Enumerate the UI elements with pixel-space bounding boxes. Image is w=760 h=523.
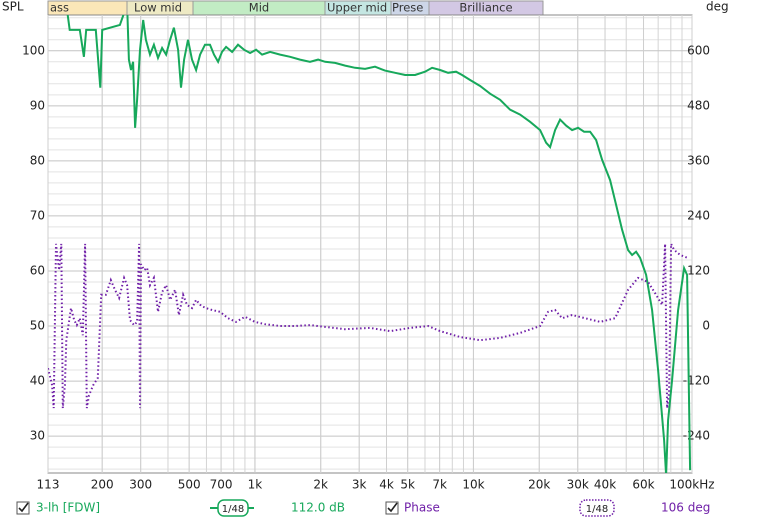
y2-tick-label: 240	[687, 208, 710, 222]
level: 106 deg	[661, 501, 710, 515]
y2-tick-label: 360	[687, 153, 710, 167]
x-tick-label: 1k	[248, 478, 263, 492]
x-tick-label: 60k	[632, 478, 654, 492]
plot-lines	[48, 15, 692, 473]
band-label: Prese	[392, 1, 423, 15]
series-line	[48, 243, 689, 409]
x-tick-label: 20k	[528, 478, 550, 492]
band-label: ass	[50, 1, 69, 15]
y2-tick-label: -120	[683, 374, 710, 388]
smoothing-badge[interactable]	[579, 499, 615, 517]
x-tick-label: 3k	[352, 478, 367, 492]
band-label: Brilliance	[459, 1, 512, 15]
x-tick-label: 500	[178, 478, 201, 492]
x-tick-label: 200	[91, 478, 114, 492]
level: 112.0 dB	[291, 501, 345, 515]
y-tick-label: 100	[22, 43, 45, 57]
smoothing: 1/48	[586, 504, 608, 515]
x-tick-label: 100kHz	[669, 478, 714, 492]
x-tick-label: 4k	[379, 478, 394, 492]
x-tick-label: 40k	[594, 478, 616, 492]
y-tick-label: 70	[30, 208, 45, 222]
y2-tick-label: 600	[687, 43, 710, 57]
band-bar: ass Low mid Mid Upper mid Prese Brillian…	[47, 0, 544, 16]
legend-label: 3-lh [FDW]	[36, 501, 100, 515]
x-tick-label: 113	[37, 478, 60, 492]
y-axis-label: SPL	[2, 0, 24, 14]
y-tick-label: 90	[30, 98, 45, 112]
y-tick-label: 80	[30, 153, 45, 167]
x-tick-label: 30k	[567, 478, 589, 492]
x-tick-label: 700	[210, 478, 233, 492]
check	[387, 502, 398, 513]
x-tick-label: 2k	[313, 478, 328, 492]
x-tick-label: 5k	[400, 478, 415, 492]
band-label: Upper mid	[327, 1, 387, 15]
y2-tick-label: 480	[687, 98, 710, 112]
y-tick-label: 30	[30, 429, 45, 443]
y-tick-label: 60	[30, 263, 45, 277]
x-tick-label: 7k	[432, 478, 447, 492]
y2-tick-label: 120	[687, 263, 710, 277]
legend: 3-lh [FDW] 1/48 112.0 dB Phase 1/48 106 …	[16, 499, 710, 517]
y-tick-label: 50	[30, 319, 45, 333]
y2-axis-label: deg	[706, 0, 729, 14]
y2-tick-label: -240	[683, 429, 710, 443]
smoothing: 1/48	[222, 504, 244, 515]
y-tick-label: 40	[30, 374, 45, 388]
y2-tick-label: 0	[702, 319, 710, 333]
legend-label: Phase	[404, 501, 440, 515]
x-tick-label: 10k	[462, 478, 484, 492]
band-label: Mid	[249, 1, 269, 15]
series-line	[66, 15, 692, 473]
band-label: Low mid	[134, 1, 182, 15]
check	[18, 502, 29, 513]
x-tick-label: 300	[129, 478, 152, 492]
